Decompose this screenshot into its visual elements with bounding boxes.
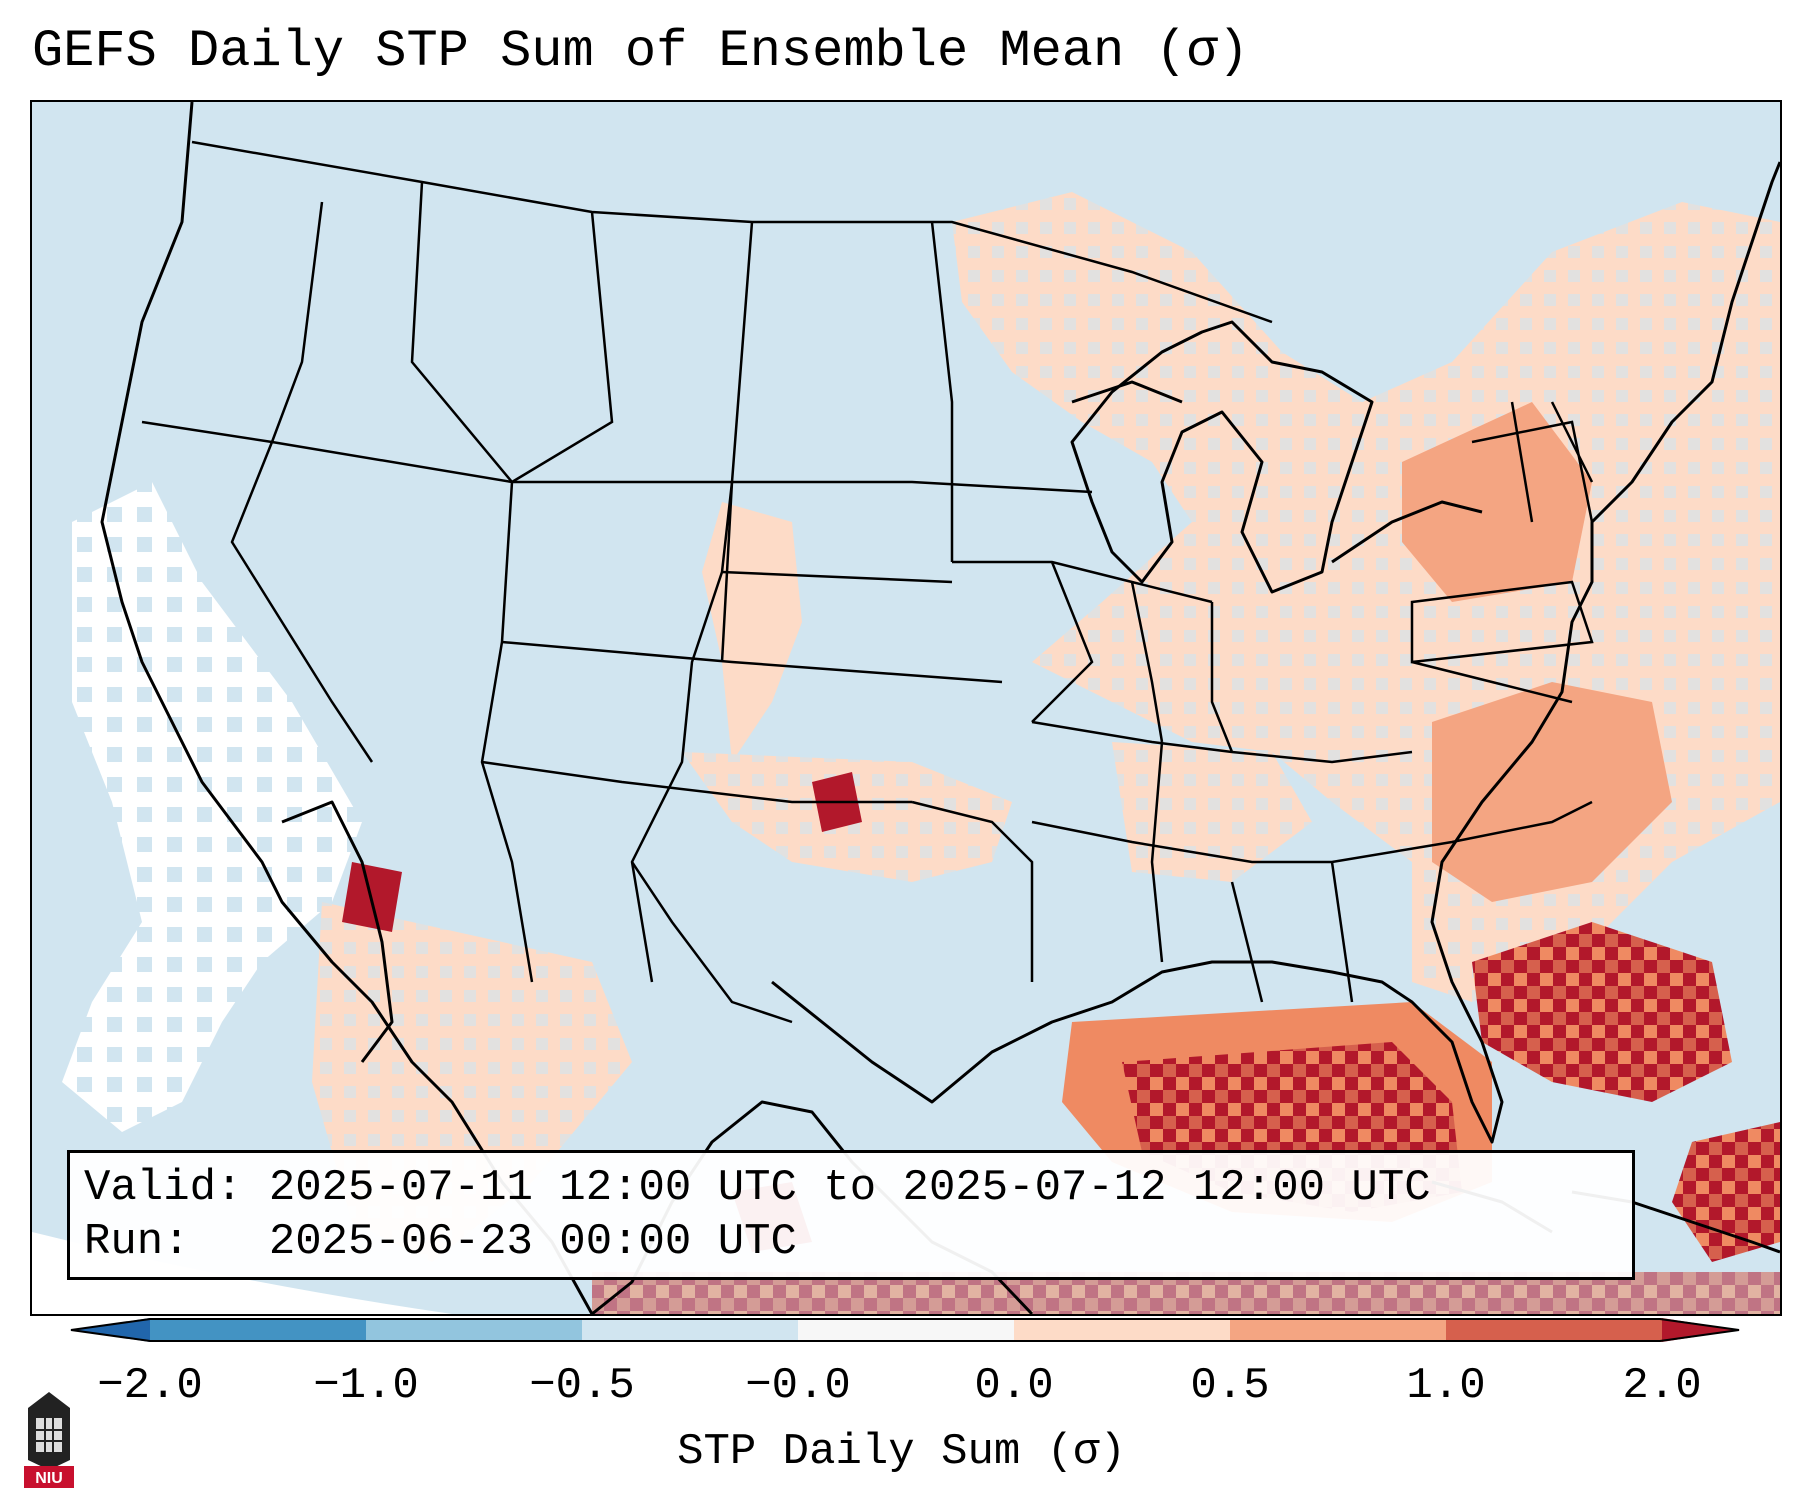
colorbar-extend-low [70, 1318, 150, 1342]
colorbar-tick-7: 2.0 [1622, 1361, 1702, 1411]
caribbean-strong-region [1672, 1122, 1780, 1262]
valid-label: Valid: [84, 1163, 243, 1213]
run-label: Run: [84, 1217, 190, 1267]
atlantic-moderate-region [1432, 682, 1672, 902]
logo-text: NIU [35, 1470, 63, 1487]
northeast-moderate-region [1402, 402, 1592, 602]
map-canvas [32, 102, 1780, 1314]
colorbar-bin-4 [1014, 1318, 1230, 1342]
niu-logo: NIU [24, 1392, 74, 1488]
colorbar-tick-0: −2.0 [97, 1361, 203, 1411]
colorbar-extend-high [1662, 1318, 1740, 1342]
colorbar-tick-2: −0.5 [529, 1361, 635, 1411]
out-of-domain-area [32, 1232, 452, 1314]
front-range-positive-region [702, 502, 802, 762]
eastern-positive-region [952, 192, 1780, 1002]
state-borders [141, 140, 1594, 1024]
colorbar-tick-1: −1.0 [313, 1361, 419, 1411]
valid-run-info-box: Valid: 2025-07-11 12:00 UTC to 2025-07-1… [67, 1150, 1635, 1280]
map-title: GEFS Daily STP Sum of Ensemble Mean (σ) [32, 22, 1249, 81]
southern-edge-region [592, 1272, 1780, 1314]
colorbar-tick-3: −0.0 [745, 1361, 851, 1411]
colorbar-bin-6 [1446, 1318, 1662, 1342]
colorbar-bin-1 [366, 1318, 582, 1342]
atlantic-strong-region [1472, 922, 1732, 1102]
colorbar-bin-2 [582, 1318, 798, 1342]
colorbar-label: STP Daily Sum (σ) [677, 1427, 1126, 1477]
colorbar-bin-5 [1230, 1318, 1446, 1342]
map-panel [30, 100, 1782, 1316]
colorbar-tick-5: 0.5 [1190, 1361, 1270, 1411]
valid-time-range: 2025-07-11 12:00 UTC to 2025-07-12 12:00… [268, 1163, 1431, 1213]
colorbar-tick-4: 0.0 [974, 1361, 1054, 1411]
colorbar-tick-6: 1.0 [1406, 1361, 1486, 1411]
run-time: 2025-06-23 00:00 UTC [268, 1217, 797, 1267]
colorbar [70, 1318, 1740, 1342]
colorbar-bin-0 [150, 1318, 366, 1342]
colorbar-bin-3 [798, 1318, 1014, 1342]
